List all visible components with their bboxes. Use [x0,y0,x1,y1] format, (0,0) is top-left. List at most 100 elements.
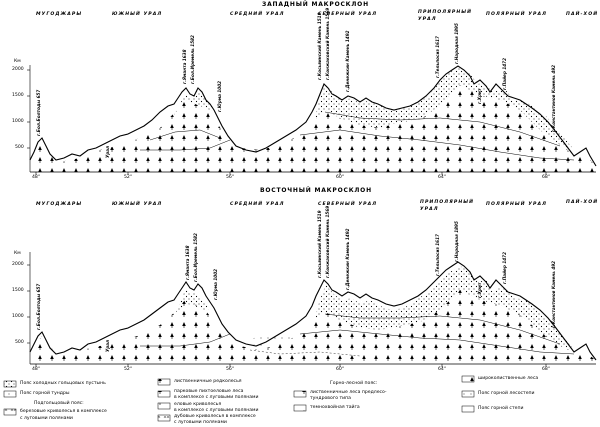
top-region-subpolar: ПРИПОЛЯРНЫЙ [418,10,473,15]
legend-label: в комплексе с луговыми полянами [174,395,259,400]
legend-symbols [3,375,475,422]
bottom-y-tick-label: 500 [15,340,24,345]
top-region-middle-ural: СРЕДНИЙ УРАЛ [230,12,285,17]
bottom-peak-label: г.Косьвинский Камень 1519 [317,210,322,278]
top-peak-label: г.Бол.Болтоды 657 [36,89,41,136]
bottom-region-mugodzhary: МУГОДЖАРЫ [36,202,83,207]
top-peak-label: г.Яманта 1638 [182,49,187,84]
top-y-tick-label: 1000 [12,119,24,124]
bottom-x-tick-label: 68° [542,367,551,372]
legend-label: с луговыми полянами [174,420,227,425]
top-peak-label: г.Хрит [477,88,482,104]
legend-label: Пояс холодных гольцовых пустынь [20,381,106,386]
top-region-mugodzhary: МУГОДЖАРЫ [36,12,83,17]
top-peak-label: г.Пайер 1472 [502,58,507,90]
bottom-y-tick-label: 1500 [12,288,24,293]
legend-label: темнохвойная тайга [310,405,360,410]
legend-swatch-larch [157,378,171,386]
bottom-region-subpolar-2: УРАЛ [420,207,439,212]
legend-swatch-larch-forest [293,390,307,398]
top-region-south-ural: ЮЖНЫЙ УРАЛ [112,12,163,17]
bottom-peak-label: г.Пайер 1472 [502,252,507,284]
bottom-region-south-ural: ЮЖНЫЙ УРАЛ [112,202,163,207]
bottom-peak-label: г.Юрма 1002 [213,268,218,300]
bottom-peak-label: г.Константинов Камень 492 [551,260,556,328]
top-y-ticks [27,69,30,149]
legend-swatch-birch [3,408,17,416]
top-peak-label: г.Денежкин Камень 1492 [345,30,350,92]
top-peak-label: г.Константинов Камень 492 [551,64,556,132]
bottom-peak-label: г.Денежкин Камень 1492 [345,228,350,290]
bottom-x-tick-label: 60° [336,367,345,372]
bottom-x-tick-label: 48° [32,367,41,372]
bottom-x-tick-label: 56° [226,367,235,372]
top-x-tick-label: 48° [32,175,41,180]
top-peak-label: г.Тельпосиз 1617 [435,36,440,78]
legend-label: лиственничные леса предлесо- [310,390,387,395]
legend-label: дубовые криволесья в комплексе [174,414,256,419]
top-x-tick-label: 56° [226,175,235,180]
bottom-x-tick-label: 64° [438,367,447,372]
top-y-tick-label: 2000 [12,67,24,72]
legend-label: Подгольцовый пояс: [34,401,84,406]
bottom-y-unit: Км [14,251,21,256]
legend-label: тундрового типа [310,396,351,401]
bottom-peak-label: г.Яманта 1638 [185,245,190,280]
bottom-peak-label: г.Народная 1895 [454,221,459,262]
legend-label: березовые криволесья в комплексе [20,409,107,414]
bottom-peak-label: г.Конжаковский Камень 1569 [325,205,330,278]
bottom-region-middle-ural: СРЕДНИЙ УРАЛ [230,202,285,207]
bottom-region-north-ural: СЕВЕРНЫЙ УРАЛ [318,202,378,207]
top-x-tick-label: 52° [124,175,133,180]
top-x-ticks [35,172,547,175]
top-peak-label: г.Конжаковский Камень 1569 [325,7,330,80]
bottom-profile [27,252,597,367]
legend-swatch-desert [3,380,17,388]
bottom-panel-title: ВОСТОЧНЫЙ МАКРОСКЛОН [260,187,372,194]
bottom-peak-label: Урал [105,339,110,352]
legend-label: лиственничные редколесья [174,379,242,384]
top-peak-label: г.Юрма 1002 [217,80,222,112]
top-y-tick-label: 1500 [12,93,24,98]
legend-swatch-spruce [157,402,171,410]
top-y-tick-label: 500 [15,145,24,150]
bottom-region-pay-khoy: ПАЙ-ХОЙ [566,200,599,205]
bottom-region-polar-ural: ПОЛЯРНЫЙ УРАЛ [486,202,548,207]
top-region-polar-ural: ПОЛЯРНЫЙ УРАЛ [486,12,548,17]
top-region-pay-khoy: ПАЙ-ХОЙ [566,12,599,17]
top-x-tick-label: 60° [336,175,345,180]
top-peak-label: г.Народная 1895 [454,23,459,64]
top-region-subpolar-2: УРАЛ [418,17,437,22]
legend-label: Горно-лесной пояс: [330,381,378,386]
legend-label: Пояс горной степи [478,406,524,411]
legend-swatch-fir [157,390,171,398]
bottom-peak-label: г.Бол.Болтоды 657 [36,283,41,330]
legend-swatch-taiga [293,404,307,412]
legend-swatch-tundra [3,390,17,398]
legend-swatch-broadleaf [461,375,475,383]
legend-label: Пояс горной тундры [20,391,70,396]
legend-label: парковые пихтоеловые леса [174,389,244,394]
bottom-peak-label: г.Тельпосиз 1617 [435,234,440,276]
top-region-north-ural: СЕВЕРНЫЙ УРАЛ [318,12,378,17]
bottom-y-tick-label: 2000 [12,262,24,267]
bottom-region-subpolar: ПРИПОЛЯРНЫЙ [420,200,475,205]
bottom-y-ticks [27,264,30,344]
bottom-y-tick-label: 1000 [12,314,24,319]
legend-label: еловые криволесья [174,402,222,407]
bottom-peak-label: г.Бол.Иремель 1582 [193,233,198,282]
legend-label: широколиственные леса [478,376,539,381]
legend-swatch-steppe [461,405,475,413]
top-peak-label: г.Косьвинский Камень 1519 [317,12,322,80]
top-panel-title: ЗАПАДНЫЙ МАКРОСКЛОН [262,1,369,8]
legend-swatch-forest-steppe [461,390,475,398]
top-y-unit: Км [14,59,21,64]
bottom-x-tick-label: 52° [124,367,133,372]
legend-label: в комплексе с луговыми полянами [174,408,259,413]
legend-swatch-oak [157,414,171,422]
bottom-peak-label: г.Хрит [477,282,482,298]
top-peak-label: г.Бол.Иремель 1582 [190,35,195,84]
bottom-x-ticks [35,364,547,367]
legend-label: с луговыми полянами [20,416,73,421]
